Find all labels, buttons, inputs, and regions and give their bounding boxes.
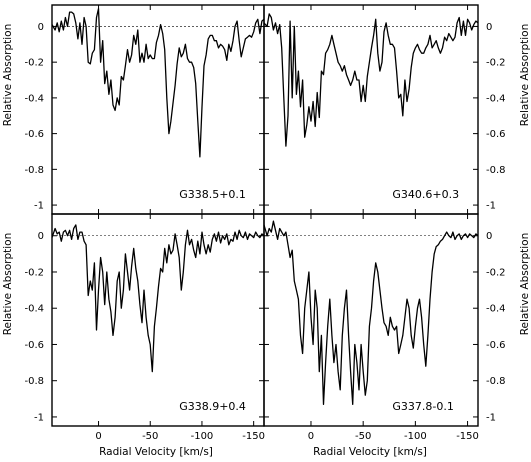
panel-source-label: G340.6+0.3 [392,188,459,201]
panel-bottom-left: 0 -0.2 -0.4 -0.6 -0.8 -1 0 -50 -100 -150 G338.9+0.… [24,213,265,442]
panels-group: 0 -0.2 -0.4 -0.6 -0.8 -1 G338.5+0.1 0 -0.2 -0.4 -0… [24,4,506,442]
y-axis-label-left: Relative Absorption [2,24,14,127]
y-tick-label: -0.2 [24,58,44,69]
y-tick-label: -0.4 [486,304,506,315]
y-tick-label: -0.2 [24,267,44,278]
y-tick-label: 0 [486,22,492,33]
panel-source-label: G338.5+0.1 [179,188,246,201]
y-tick-label: -0.8 [24,165,44,176]
x-axis-label-left: Radial Velocity [km/s] [99,446,213,458]
y-tick-label: -0.6 [486,340,506,351]
y-tick-label: 0 [38,231,44,242]
y-tick-label: -0.6 [24,129,44,140]
panel-top-right: 0 -0.2 -0.4 -0.6 -0.8 -1 G340.6+0.3 [263,4,506,215]
y-axis-label-left-bottom: Relative Absorption [2,233,14,336]
panel-frame [51,213,265,427]
y-tick-label: -1 [486,201,496,212]
panel-frame [263,4,479,215]
y-tick-label: -1 [486,412,496,423]
y-tick-label: -0.4 [24,304,44,315]
panel-top-left: 0 -0.2 -0.4 -0.6 -0.8 -1 G338.5+0.1 [24,4,265,215]
x-tick-label: -100 [191,431,214,442]
y-tick-label: -0.8 [486,165,506,176]
x-tick-label: 0 [308,431,314,442]
spectrum-line-top-right [263,13,479,147]
x-tick-label: -50 [355,431,371,442]
y-tick-label: -0.4 [24,93,44,104]
spectrum-line-bottom-left [51,224,265,373]
y-tick-label: -0.2 [486,58,506,69]
panel-bottom-right: 0 -0.2 -0.4 -0.6 -0.8 -1 0 -50 -100 -150 G337.8-0.… [263,213,506,442]
x-axis-label-right: Radial Velocity [km/s] [313,446,427,458]
x-tick-label: -100 [404,431,427,442]
y-tick-label: -0.8 [24,376,44,387]
panel-source-label: G338.9+0.4 [179,400,246,413]
x-tick-label: -50 [142,431,158,442]
y-tick-label: -0.6 [486,129,506,140]
y-tick-label: 0 [38,22,44,33]
x-tick-label: 0 [95,431,101,442]
y-axis-label-right-bottom: Relative Absorption [519,233,531,336]
y-tick-label: -1 [34,412,44,423]
y-axis-label-right: Relative Absorption [519,24,531,127]
y-tick-label: -0.6 [24,340,44,351]
y-tick-label: -0.8 [486,376,506,387]
y-tick-label: 0 [486,231,492,242]
x-tick-label: -150 [456,431,479,442]
spectrum-line-top-left [51,7,265,158]
y-tick-label: -0.4 [486,93,506,104]
spectrum-line-bottom-right [263,220,479,405]
y-tick-label: -0.2 [486,267,506,278]
x-tick-label: -150 [242,431,265,442]
panel-frame [263,213,479,427]
y-tick-label: -1 [34,201,44,212]
panel-source-label: G337.8-0.1 [392,400,453,413]
